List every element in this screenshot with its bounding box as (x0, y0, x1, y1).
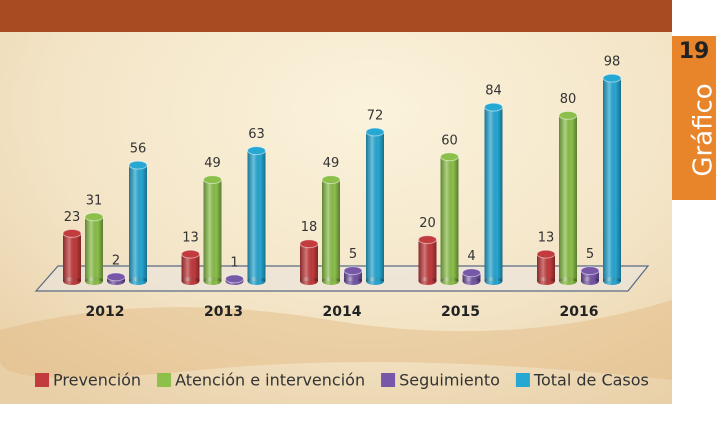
bar-cap (344, 267, 362, 275)
bar-shade (366, 132, 384, 281)
bar-shade-base (419, 277, 437, 285)
bar-cap (441, 153, 459, 161)
value-label: 5 (586, 247, 594, 262)
bar-cap (322, 176, 340, 184)
legend-label: Atención e intervención (175, 371, 365, 390)
bar-shade-base (603, 277, 621, 285)
bar-shade (300, 244, 318, 281)
bar-cap (107, 273, 125, 281)
bar-cap (300, 240, 318, 248)
bar-shade (204, 180, 222, 281)
legend-swatch (35, 373, 49, 387)
value-label: 72 (367, 108, 384, 123)
bar-cap (603, 74, 621, 82)
value-label: 80 (560, 92, 577, 107)
bar-shade (441, 157, 459, 281)
legend-label: Seguimiento (399, 371, 500, 390)
bar-cap (559, 111, 577, 119)
value-label: 23 (64, 210, 81, 225)
value-label: 1 (230, 255, 238, 270)
bar-cap (366, 128, 384, 136)
x-tick-label: 2013 (204, 304, 243, 320)
top-banner (0, 0, 672, 32)
floor (36, 266, 648, 291)
bar-shade (63, 233, 81, 281)
bar-shade-base (248, 277, 266, 285)
value-label: 56 (130, 142, 147, 157)
badge-number: 19 (679, 39, 710, 64)
bar-shade-base (366, 277, 384, 285)
bar-cap (463, 269, 481, 277)
bar-cap (129, 161, 147, 169)
bar-shade (485, 107, 503, 281)
bar-shade (419, 240, 437, 281)
value-label: 49 (323, 156, 340, 171)
legend-label: Prevención (53, 371, 141, 390)
chart: 19 Gráfico 23 31 2 56 13 49 1 63 18 49 5 72 20 60 4 84 1… (0, 0, 716, 444)
bar-shade-base (463, 277, 481, 285)
bar-shade-base (182, 277, 200, 285)
value-label: 49 (204, 156, 221, 171)
bar-cap (226, 275, 244, 283)
bar-shade-base (344, 277, 362, 285)
bar-shade (129, 165, 147, 281)
bar-shade (248, 151, 266, 281)
bottom-band (0, 404, 672, 444)
value-label: 63 (248, 127, 265, 142)
legend-swatch (381, 373, 395, 387)
value-label: 18 (301, 220, 318, 235)
badge-label: Gráfico (689, 83, 716, 176)
bar-shade-base (63, 277, 81, 285)
legend-label: Total de Casos (533, 371, 649, 390)
value-label: 98 (604, 55, 621, 70)
bar-cap (248, 147, 266, 155)
x-tick-label: 2016 (560, 304, 599, 320)
bar-shade-base (581, 277, 599, 285)
value-label: 31 (86, 193, 103, 208)
bar-cap (537, 250, 555, 258)
bar-shade-base (129, 277, 147, 285)
value-label: 13 (538, 231, 555, 246)
value-label: 13 (182, 231, 199, 246)
bar-cap (182, 250, 200, 258)
value-label: 5 (349, 247, 357, 262)
x-tick-label: 2014 (323, 304, 362, 320)
bar-shade-base (441, 277, 459, 285)
legend-swatch (157, 373, 171, 387)
bar-shade (559, 115, 577, 281)
bar-cap (63, 229, 81, 237)
value-label: 60 (441, 133, 458, 148)
bar-cap (581, 267, 599, 275)
bar-shade-base (559, 277, 577, 285)
bar-shade-base (537, 277, 555, 285)
bar-shade-base (485, 277, 503, 285)
x-tick-label: 2012 (86, 304, 125, 320)
bar-shade-base (204, 277, 222, 285)
bar-shade-base (322, 277, 340, 285)
legend-swatch (516, 373, 530, 387)
bar-shade-base (300, 277, 318, 285)
value-label: 2 (112, 253, 120, 268)
bar-shade-base (85, 277, 103, 285)
value-label: 4 (467, 249, 475, 264)
x-tick-label: 2015 (441, 304, 480, 320)
bar-cap (485, 103, 503, 111)
bar-shade (603, 78, 621, 281)
bar-shade (85, 217, 103, 281)
bar-shade (322, 180, 340, 281)
bar-cap (419, 236, 437, 244)
value-label: 84 (485, 84, 502, 99)
value-label: 20 (419, 216, 436, 231)
bar-cap (85, 213, 103, 221)
bar-cap (204, 176, 222, 184)
